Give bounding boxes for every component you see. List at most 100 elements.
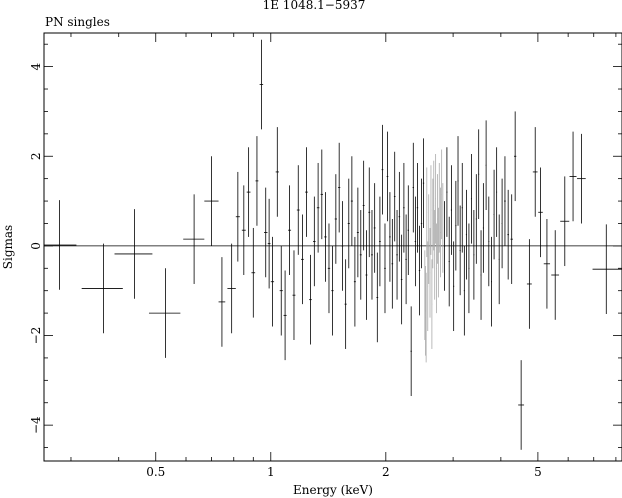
data-point <box>427 241 429 332</box>
data-point <box>405 214 407 305</box>
data-point <box>510 194 513 284</box>
data-point <box>425 266 426 356</box>
data-point <box>251 227 256 318</box>
data-point <box>283 270 287 361</box>
data-point <box>379 196 381 287</box>
data-point <box>453 241 455 332</box>
data-point <box>577 133 586 224</box>
data-point <box>183 194 205 284</box>
data-point <box>381 124 384 215</box>
data-point <box>473 210 475 300</box>
data-point <box>416 162 419 253</box>
data-point <box>514 111 517 202</box>
data-point <box>218 257 226 347</box>
data-point <box>396 210 398 300</box>
data-point <box>491 236 492 327</box>
data-point <box>259 39 264 130</box>
data-point <box>313 196 316 287</box>
data-point <box>437 207 439 298</box>
data-point <box>391 218 394 309</box>
data-point <box>432 178 434 269</box>
data-point <box>496 147 498 237</box>
x-tick-label: 5 <box>534 465 542 479</box>
chart-subtitle: PN singles <box>45 15 110 29</box>
y-tick-label: 0 <box>29 242 43 250</box>
data-series <box>424 149 444 363</box>
data-point <box>560 176 570 267</box>
x-tick-label: 1 <box>267 465 275 479</box>
data-point <box>414 196 417 287</box>
plot-frame <box>43 32 622 462</box>
data-point <box>433 160 435 251</box>
data-point <box>334 174 337 264</box>
data-point <box>465 189 467 280</box>
data-point <box>114 209 153 299</box>
data-point <box>446 147 448 237</box>
data-point <box>592 224 622 315</box>
x-tick-label: 0.5 <box>146 465 165 479</box>
data-point <box>267 198 271 289</box>
data-point <box>344 259 347 349</box>
y-tick-label: −2 <box>29 327 43 345</box>
data-point <box>436 223 437 314</box>
data-point <box>543 218 551 309</box>
data-point <box>227 243 236 334</box>
data-point <box>493 169 495 260</box>
axis-tick-labels: 0.5 1 2 5 −4 −2 0 2 4 <box>29 62 542 479</box>
data-point <box>338 142 341 233</box>
data-points <box>44 39 622 450</box>
axis-ticks <box>44 33 622 461</box>
data-point <box>350 156 353 246</box>
data-series <box>44 39 622 450</box>
data-point <box>429 227 431 318</box>
data-point <box>398 171 401 262</box>
data-point <box>365 230 368 320</box>
data-point <box>386 131 389 222</box>
data-point <box>434 210 436 300</box>
data-point <box>301 214 304 305</box>
data-point <box>359 210 362 300</box>
data-point <box>444 201 446 291</box>
data-point <box>480 230 482 320</box>
data-point <box>418 225 421 316</box>
data-point <box>532 127 538 217</box>
data-point <box>235 171 240 262</box>
data-point <box>425 272 427 363</box>
data-point <box>309 254 312 345</box>
data-point <box>440 187 441 278</box>
data-point <box>347 178 350 269</box>
data-point <box>551 230 560 320</box>
data-point <box>459 205 461 296</box>
data-point <box>81 243 123 334</box>
data-point <box>316 162 320 253</box>
y-tick-label: 2 <box>29 152 43 160</box>
data-point <box>498 214 500 305</box>
data-point <box>457 136 459 226</box>
data-point <box>327 223 331 314</box>
data-point <box>470 154 472 244</box>
data-point <box>450 165 453 255</box>
data-point <box>518 360 525 450</box>
data-point <box>403 162 405 253</box>
data-point <box>504 156 506 246</box>
data-point <box>435 154 437 244</box>
x-axis-label: Energy (keV) <box>293 483 373 497</box>
data-point <box>371 210 373 300</box>
data-point <box>422 138 425 228</box>
data-point <box>44 200 77 290</box>
data-point <box>279 245 283 336</box>
data-point <box>428 194 430 284</box>
data-point <box>241 185 246 276</box>
data-point <box>420 178 423 269</box>
data-point <box>475 174 477 264</box>
y-tick-label: 4 <box>29 62 43 70</box>
data-point <box>482 183 484 273</box>
data-point <box>438 162 440 253</box>
data-point <box>461 162 463 253</box>
data-point <box>320 149 324 240</box>
data-point <box>393 151 396 242</box>
data-point <box>270 236 275 327</box>
data-point <box>331 245 334 336</box>
data-point <box>400 234 403 325</box>
